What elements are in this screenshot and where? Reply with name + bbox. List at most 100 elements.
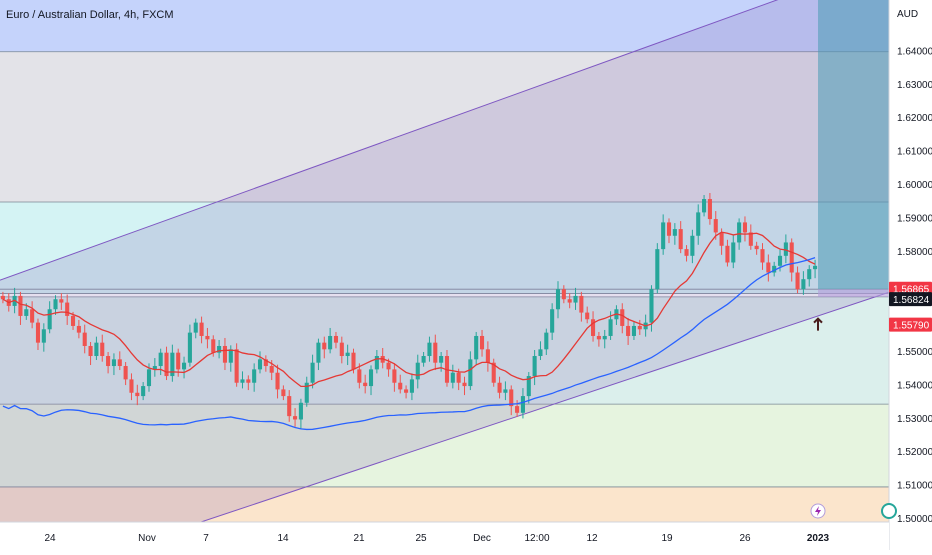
y-tick-label-11: 1.51000 <box>897 481 932 492</box>
candle-body <box>485 349 490 363</box>
candle-body <box>503 389 508 393</box>
candle-body <box>339 342 344 357</box>
x-tick-label-7: 12:00 <box>524 533 549 544</box>
candle-body <box>386 362 391 370</box>
candle-61 <box>357 363 362 389</box>
candle-body <box>684 249 689 256</box>
candle-body <box>596 335 601 340</box>
y-tick-label-10: 1.52000 <box>897 447 932 458</box>
candle-body <box>807 269 812 280</box>
candle-body <box>567 299 572 303</box>
candle-body <box>106 356 111 367</box>
candle-112 <box>655 243 660 294</box>
moving-average-slow <box>2 256 816 431</box>
x-tick-label-4: 21 <box>353 533 365 544</box>
candle-body <box>789 242 794 273</box>
candle-118 <box>690 229 695 264</box>
candle-body <box>690 235 695 256</box>
candle-103 <box>602 329 607 349</box>
entry-arrow-icon <box>813 317 823 331</box>
candle-body <box>795 272 800 290</box>
candle-body <box>509 389 514 407</box>
candle-53 <box>310 354 315 389</box>
candle-91 <box>532 349 537 386</box>
zone-1 <box>0 51 889 203</box>
candle-125 <box>731 234 736 269</box>
candle-128 <box>748 224 753 250</box>
candle-73 <box>427 336 432 362</box>
sync-icon[interactable] <box>881 503 897 519</box>
x-tick-label-5: 25 <box>415 533 427 544</box>
candle-77 <box>450 364 455 389</box>
candle-body <box>409 379 414 393</box>
candle-20 <box>117 351 122 371</box>
candle-87 <box>509 385 514 416</box>
candle-27 <box>158 348 163 376</box>
candle-68 <box>398 374 403 394</box>
price-badge-2 <box>889 317 932 332</box>
candle-63 <box>368 365 374 396</box>
candle-13 <box>76 319 81 339</box>
candle-47 <box>275 364 280 399</box>
candle-29 <box>170 344 175 382</box>
candle-body <box>678 229 683 250</box>
candle-body <box>672 229 677 236</box>
candle-body <box>707 199 712 220</box>
candle-9 <box>53 295 58 315</box>
candle-body <box>655 249 660 290</box>
candle-43 <box>252 363 257 392</box>
candle-body <box>439 356 444 363</box>
candle-body <box>123 366 128 380</box>
candle-72 <box>421 352 426 367</box>
candle-body <box>217 345 222 353</box>
candle-body <box>631 325 636 336</box>
candle-88 <box>515 400 520 417</box>
candle-113 <box>661 214 666 255</box>
candle-79 <box>462 376 467 396</box>
candle-body <box>702 199 707 213</box>
candle-129 <box>754 241 759 255</box>
candle-body <box>176 352 181 370</box>
candle-body <box>141 386 146 397</box>
candle-57 <box>333 331 339 349</box>
candle-body <box>637 325 642 330</box>
candle-6 <box>35 318 41 350</box>
x-tick-label-9: 19 <box>661 533 673 544</box>
candle-body <box>24 309 29 316</box>
candle-body <box>520 396 525 413</box>
candle-body <box>246 379 251 383</box>
candle-28 <box>164 346 169 381</box>
candle-body <box>94 342 99 357</box>
candle-body <box>333 335 339 343</box>
candle-51 <box>298 398 303 429</box>
y-tick-label-12: 1.50000 <box>897 514 932 525</box>
candle-body <box>783 242 788 256</box>
candle-19 <box>111 353 116 376</box>
zone-2 <box>0 202 889 294</box>
zone-0 <box>0 0 889 52</box>
candle-body <box>316 342 321 363</box>
lightning-glyph <box>815 506 821 516</box>
y-tick-label-9: 1.53000 <box>897 414 932 425</box>
candle-93 <box>544 328 549 356</box>
candle-body <box>602 335 607 340</box>
candle-81 <box>474 331 479 366</box>
candle-body <box>59 299 64 303</box>
candle-body <box>76 325 81 333</box>
candle-body <box>100 342 105 357</box>
candle-body <box>70 315 76 326</box>
candle-body <box>240 379 245 383</box>
candle-14 <box>82 324 87 354</box>
candle-101 <box>591 311 596 342</box>
candle-121 <box>707 193 712 225</box>
candle-97 <box>567 293 572 309</box>
candle-body <box>573 295 578 303</box>
candle-114 <box>666 218 672 244</box>
candle-body <box>474 335 479 360</box>
candle-body <box>555 289 561 310</box>
candle-100 <box>585 306 590 324</box>
candle-body <box>801 279 806 290</box>
price-badge-1 <box>889 292 932 307</box>
